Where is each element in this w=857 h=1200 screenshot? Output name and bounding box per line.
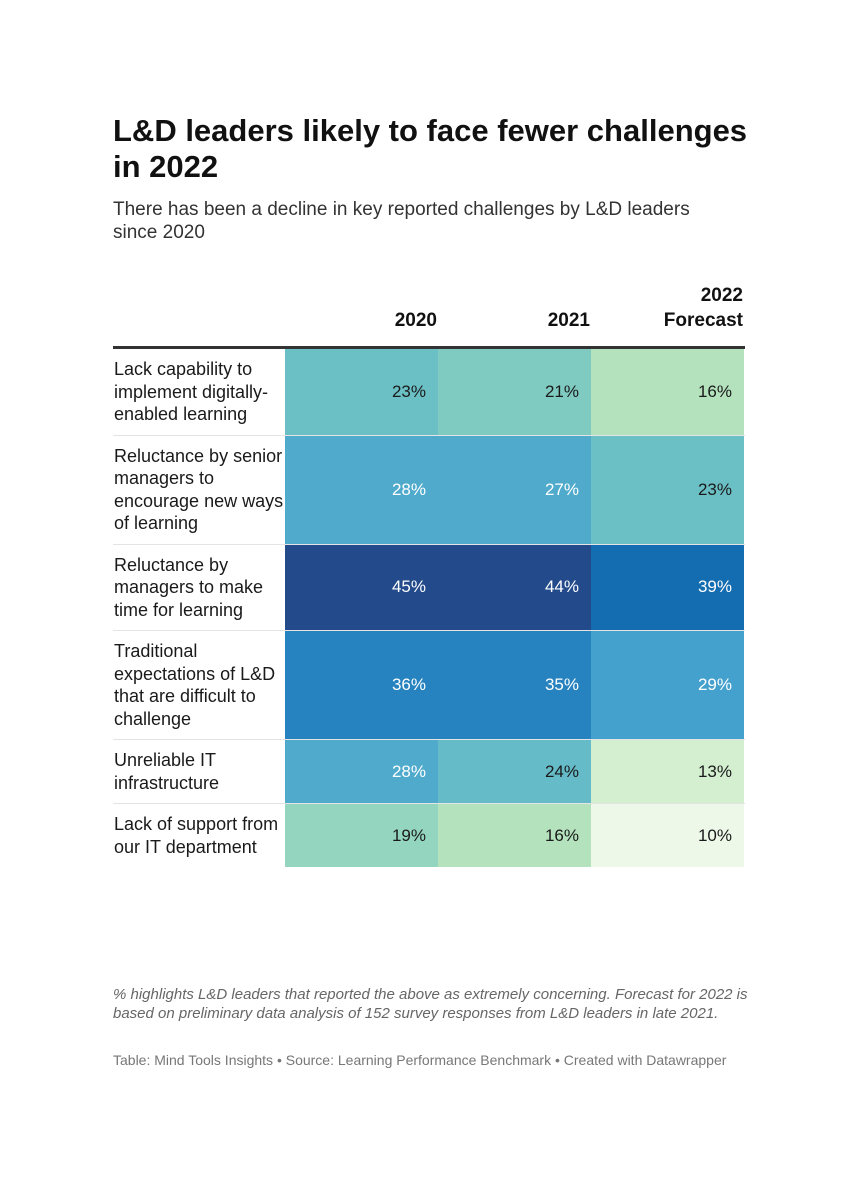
table-row: Lack capability to implement digitally-e…: [113, 349, 745, 436]
cell-2021: 16%: [438, 804, 591, 867]
row-label: Reluctance by managers to make time for …: [114, 554, 264, 620]
cell-2022-forecast: 10%: [591, 804, 744, 867]
row-label: Unreliable IT infrastructure: [114, 750, 220, 793]
row-label: Reluctance by senior managers to encoura…: [114, 445, 284, 534]
cell-2022-forecast: 13%: [591, 740, 744, 803]
cell-2020: 45%: [285, 544, 438, 630]
cell-2020: 23%: [285, 349, 438, 435]
row-label: Lack of support from our IT department: [114, 814, 279, 857]
table-row: Traditional expectations of L&D that are…: [113, 631, 745, 740]
cell-2021: 27%: [438, 435, 591, 544]
chart-subtitle: There has been a decline in key reported…: [113, 199, 690, 243]
table-body: Lack capability to implement digitally-e…: [113, 349, 745, 867]
footnote: % highlights L&D leaders that reported t…: [113, 986, 748, 1022]
cell-2022-forecast: 16%: [591, 349, 744, 435]
column-header-2022-forecast: 2022 Forecast: [663, 285, 743, 331]
table-row: Lack of support from our IT department 19…: [113, 804, 745, 867]
cell-2021: 44%: [438, 544, 591, 630]
cell-2021: 24%: [438, 740, 591, 803]
table-row: Unreliable IT infrastructure 28% 24% 13%: [113, 740, 745, 804]
cell-2020: 19%: [285, 804, 438, 867]
column-header-2021: 2021: [547, 310, 590, 331]
cell-2022-forecast: 23%: [591, 435, 744, 544]
cell-2021: 35%: [438, 631, 591, 739]
table-row: Reluctance by senior managers to encoura…: [113, 435, 745, 545]
cell-2020: 28%: [285, 740, 438, 803]
table-header: 2020 2021 2022 Forecast: [113, 280, 745, 349]
cell-2022-forecast: 29%: [591, 631, 744, 739]
column-header-2020: 2020: [394, 310, 437, 331]
row-label: Lack capability to implement digitally-e…: [114, 359, 269, 424]
table-row: Reluctance by managers to make time for …: [113, 544, 745, 631]
source-line: Table: Mind Tools Insights • Source: Lea…: [113, 1052, 727, 1068]
cell-2021: 21%: [438, 349, 591, 435]
cell-2020: 36%: [285, 631, 438, 739]
heatmap-table: 2020 2021 2022 Forecast Lack capability …: [113, 280, 745, 867]
cell-2020: 28%: [285, 435, 438, 544]
cell-2022-forecast: 39%: [591, 544, 744, 630]
chart-title: L&D leaders likely to face fewer challen…: [113, 113, 748, 184]
row-label: Traditional expectations of L&D that are…: [114, 641, 276, 729]
